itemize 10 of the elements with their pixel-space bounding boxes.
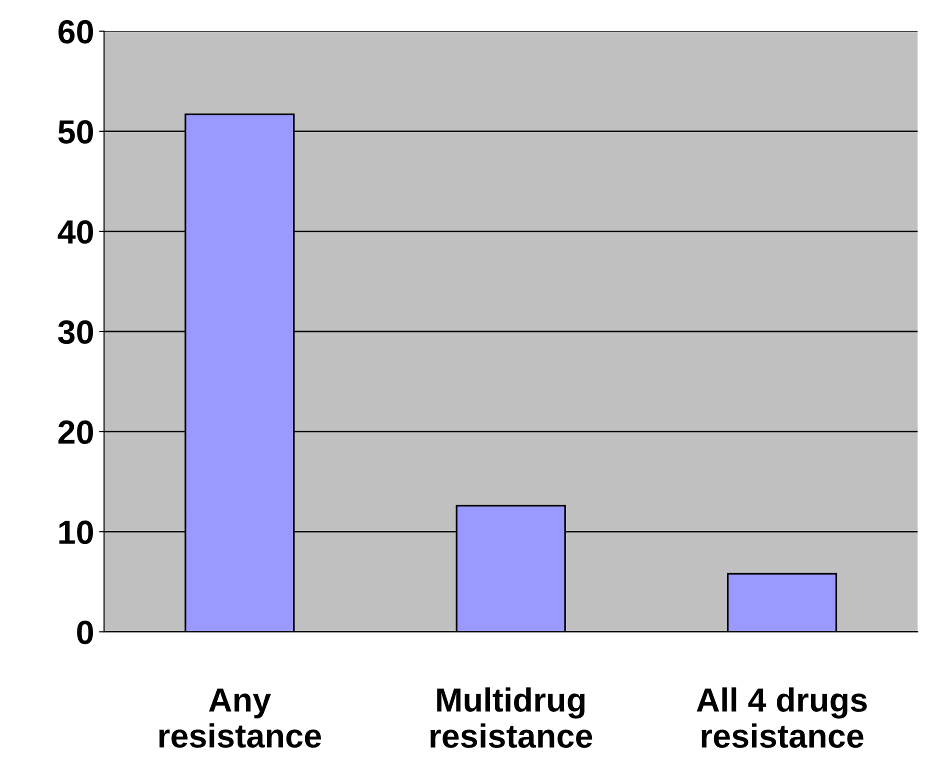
y-tick-label: 40 bbox=[58, 220, 93, 244]
x-tick-label: Multidrug resistance bbox=[430, 687, 592, 748]
y-tick-label: 10 bbox=[59, 520, 93, 544]
y-tick-label: 50 bbox=[58, 120, 93, 144]
x-tick-label: Any resistance bbox=[159, 688, 321, 748]
y-tick-label: 20 bbox=[58, 420, 93, 444]
x-tick-label: All 4 drugs resistance bbox=[696, 687, 867, 748]
y-tick-label: 60 bbox=[58, 20, 93, 44]
y-tick-label: 0 bbox=[77, 620, 93, 644]
y-tick-label: 30 bbox=[58, 320, 93, 344]
